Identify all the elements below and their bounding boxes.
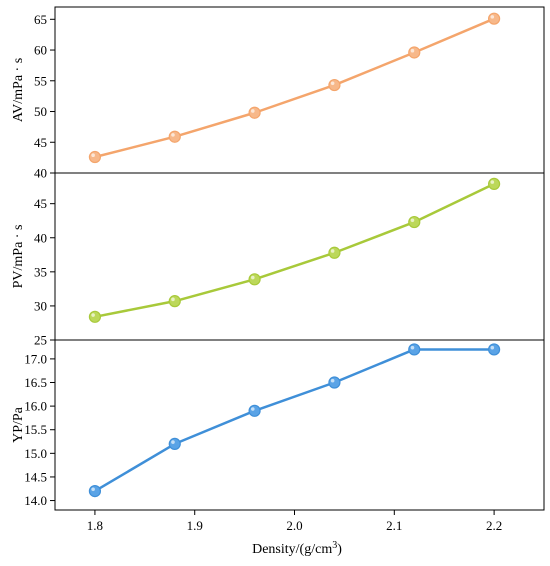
y-tick-label: 60 — [34, 43, 47, 58]
y-tick-label: 45 — [34, 196, 47, 211]
data-point — [88, 310, 102, 323]
data-point-highlight — [91, 313, 95, 317]
y-tick-label: 16.5 — [24, 375, 47, 390]
data-point — [88, 485, 102, 498]
x-axis-title-sup: 3 — [332, 540, 337, 551]
x-axis-title-main: Density/(g/cm — [252, 542, 332, 557]
y-tick-label: 45 — [34, 135, 47, 150]
data-point — [328, 78, 341, 92]
data-point — [488, 177, 501, 191]
data-point-highlight — [91, 153, 95, 158]
data-point-highlight — [330, 378, 335, 383]
y-tick-label: 15.5 — [24, 422, 47, 437]
x-tick-label: 2.2 — [486, 518, 502, 533]
x-tick-label: 1.8 — [87, 518, 103, 533]
chart-panels: 40 45 50 55 60 65 AV/mPa · s 25 30 35 40 45 PV/mPa ·… — [11, 6, 545, 533]
data-point-highlight — [250, 109, 255, 113]
y-tick-label: 55 — [34, 73, 47, 88]
y-axis-title: AV/mPa · s — [11, 58, 26, 122]
x-tick-label: 2.0 — [286, 518, 302, 533]
panel-1: 40 45 50 55 60 65 AV/mPa · s — [11, 6, 545, 181]
data-point — [488, 343, 501, 356]
data-point-highlight — [250, 407, 255, 411]
y-tick-label: 40 — [34, 230, 47, 245]
data-point-highlight — [171, 440, 175, 444]
panel-frame — [54, 172, 545, 341]
data-point — [328, 376, 341, 389]
y-tick-label: 30 — [34, 298, 47, 313]
y-tick-label: 14.0 — [24, 493, 47, 508]
panel-frame — [54, 339, 545, 511]
y-tick-label: 35 — [34, 264, 47, 279]
series-line — [94, 348, 495, 493]
data-point-highlight — [171, 297, 175, 302]
data-point — [408, 343, 421, 356]
data-point-highlight — [490, 15, 495, 19]
y-axis-title: PV/mPa · s — [11, 225, 26, 289]
data-point — [88, 150, 102, 164]
data-point — [248, 404, 261, 417]
data-point — [408, 215, 421, 229]
data-point-highlight — [410, 218, 415, 223]
y-tick-label: 40 — [34, 166, 47, 181]
y-tick-label: 15.0 — [24, 446, 47, 461]
data-point — [168, 295, 181, 308]
y-tick-label: 25 — [34, 333, 47, 348]
y-tick-label: 17.0 — [24, 351, 47, 366]
panel-3: 14.0 14.5 15.0 15.5 16.0 16.5 17.0 YP/Pa — [11, 339, 545, 511]
data-point — [248, 273, 261, 286]
y-tick-label: 50 — [34, 104, 47, 119]
series-line — [94, 17, 495, 159]
data-point-highlight — [490, 345, 495, 350]
data-point-highlight — [250, 275, 255, 280]
panel-2: 25 30 35 40 45 PV/mPa · s — [11, 172, 545, 348]
y-tick-label: 65 — [34, 12, 47, 27]
data-point-highlight — [330, 81, 335, 86]
y-tick-label: 16.0 — [24, 399, 47, 414]
data-point — [168, 130, 181, 143]
series-line — [94, 182, 495, 319]
data-point-highlight — [171, 133, 175, 137]
data-point-highlight — [410, 345, 415, 350]
y-tick-label: 14.5 — [24, 469, 47, 484]
x-axis-title-end: ) — [337, 542, 342, 557]
x-axis-title: Density/(g/cm3) — [252, 540, 342, 558]
data-point-highlight — [410, 48, 415, 53]
data-point-highlight — [490, 180, 495, 184]
data-point — [248, 106, 261, 119]
data-point — [328, 246, 341, 259]
y-axis-title: YP/Pa — [11, 406, 26, 443]
x-tick-label: 2.1 — [386, 518, 402, 533]
data-point-highlight — [91, 487, 95, 492]
data-point — [168, 437, 181, 450]
data-point — [408, 46, 421, 59]
data-point — [488, 12, 501, 25]
data-point-highlight — [330, 249, 335, 253]
x-tick-label: 1.9 — [187, 518, 203, 533]
